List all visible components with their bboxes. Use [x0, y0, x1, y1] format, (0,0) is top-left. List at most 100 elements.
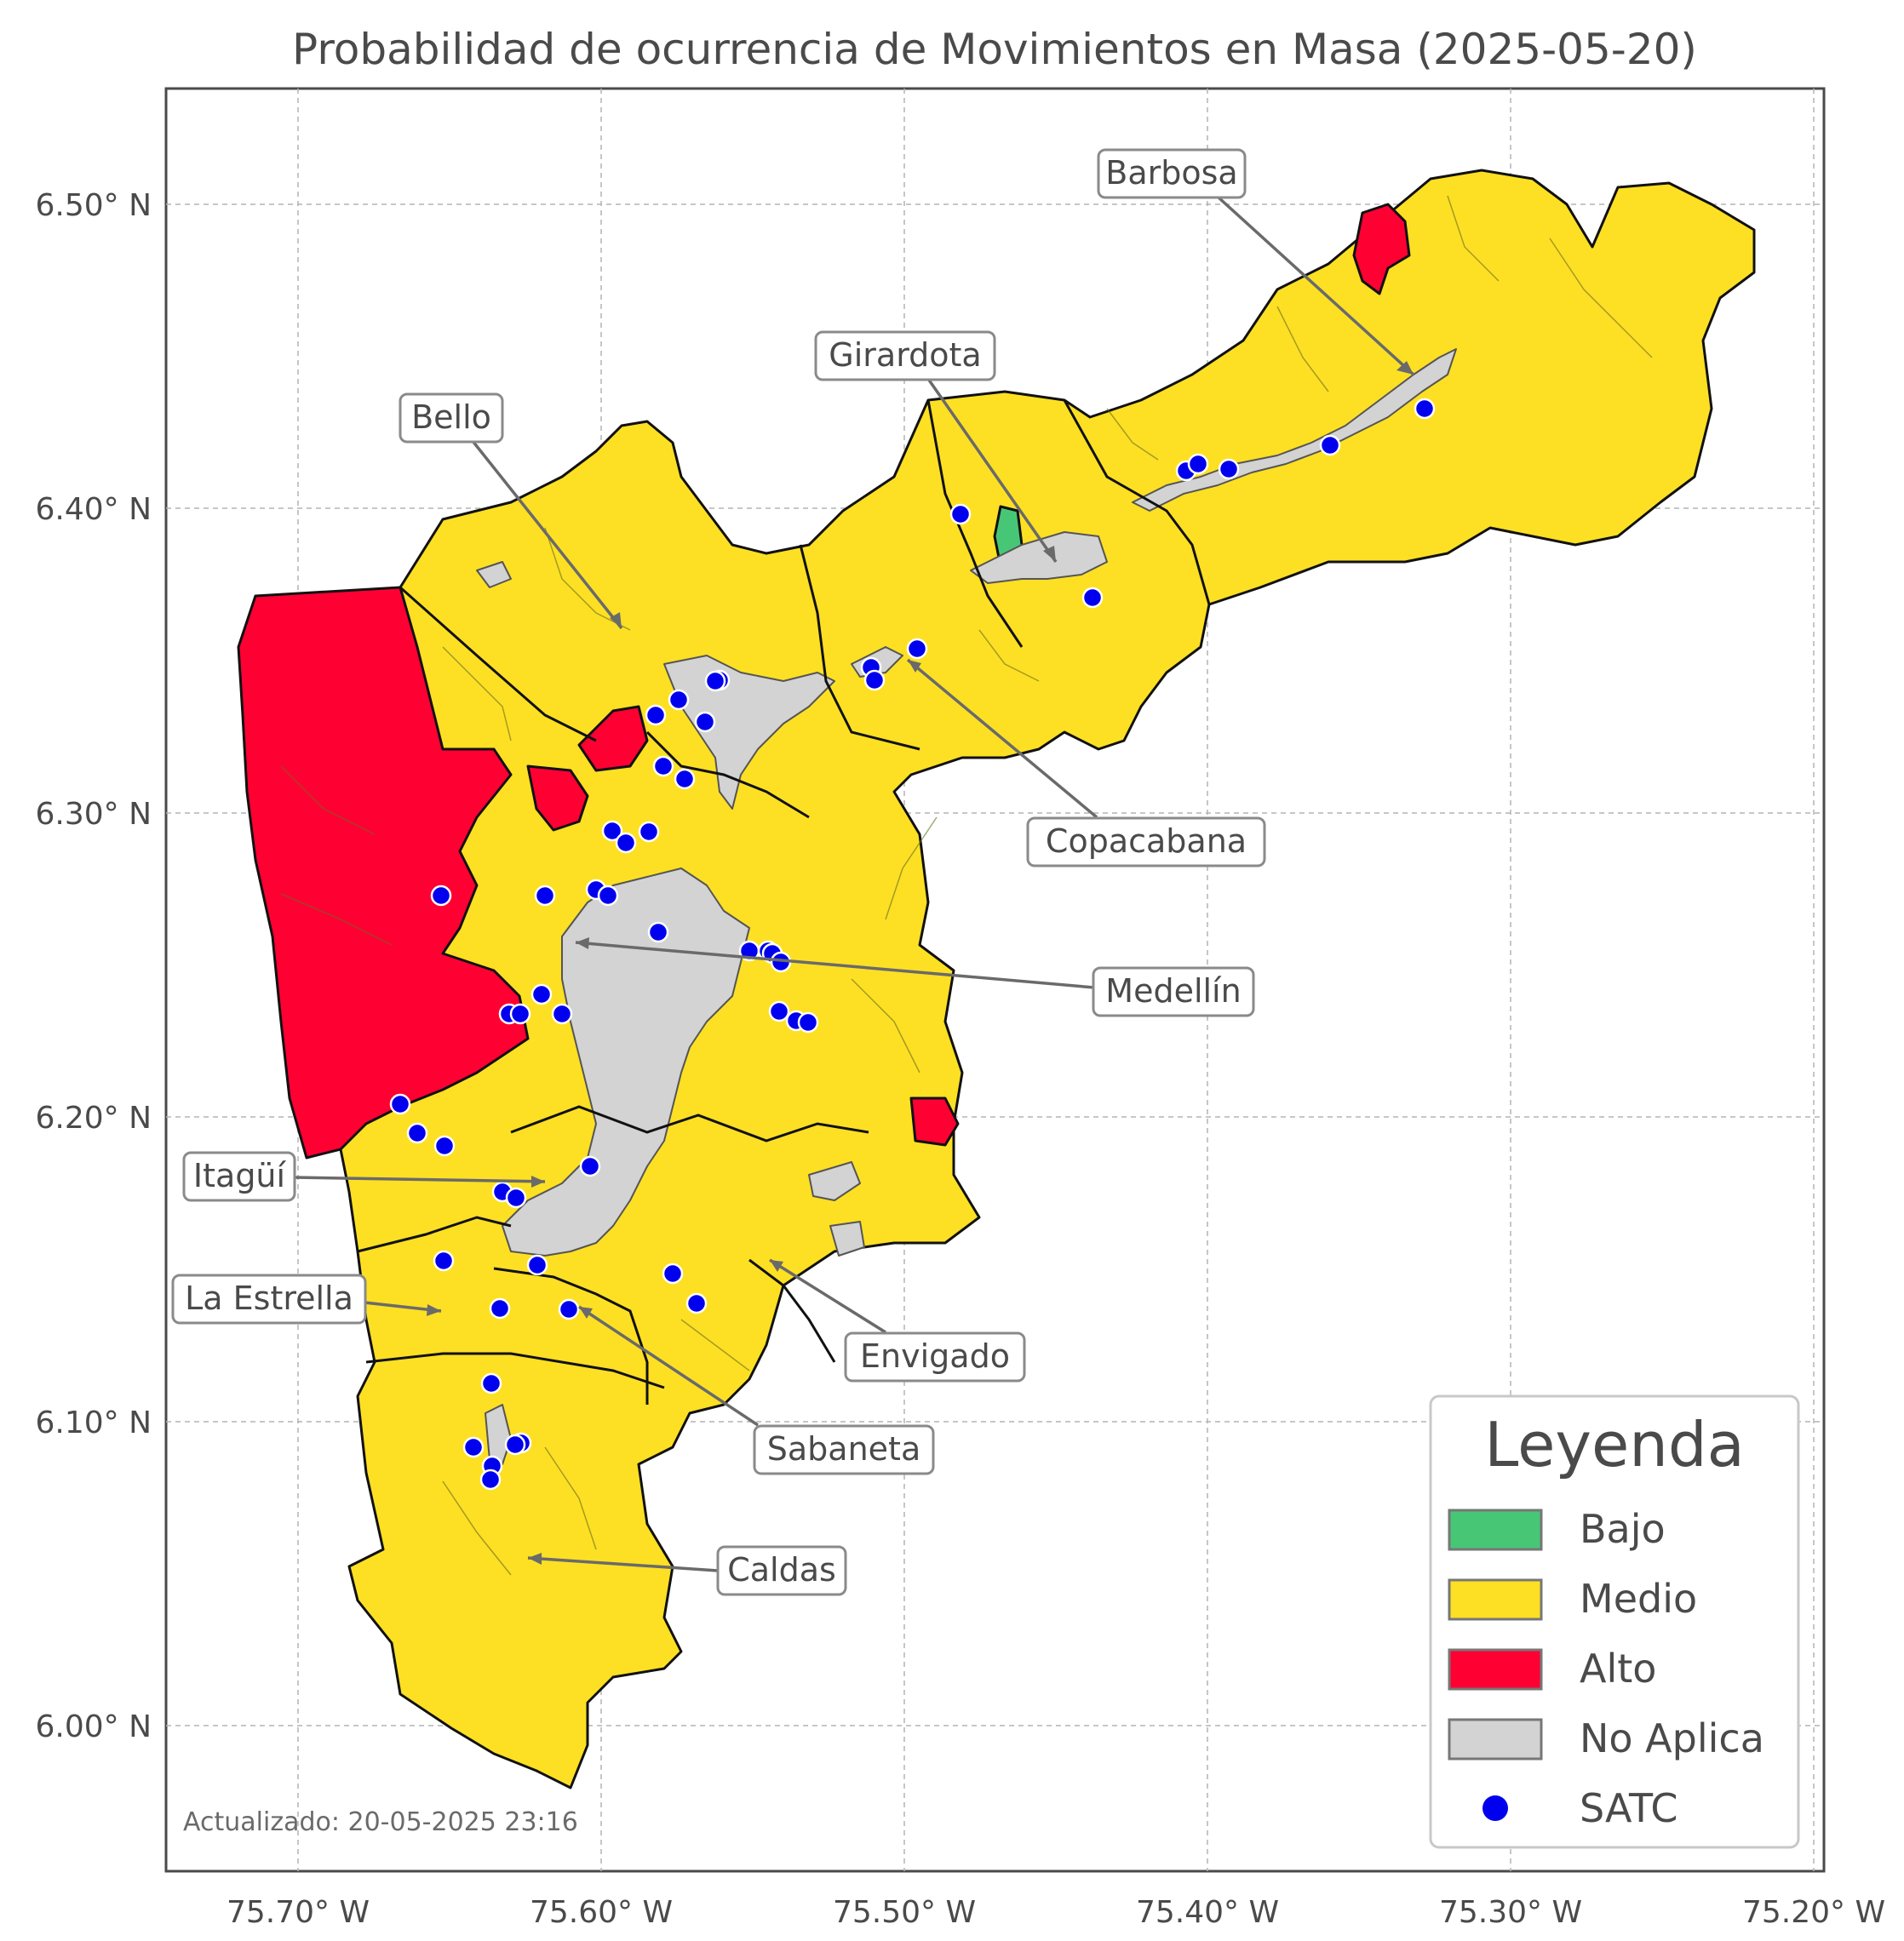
legend-label-medio: Medio [1580, 1576, 1697, 1622]
callout-box-copacabana [1026, 816, 1266, 867]
satc-station-marker [863, 669, 886, 691]
region-no-aplica-bello-north [476, 561, 512, 588]
satc-station-marker [504, 1434, 526, 1456]
satc-station-marker [505, 1187, 527, 1209]
callout-label-sabaneta: Sabaneta [767, 1430, 920, 1468]
x-tick-labels: 75.70° W 75.60° W 75.50° W 75.40° W 75.3… [227, 1895, 1885, 1930]
x-tick-label: 75.70° W [227, 1895, 370, 1930]
municipal-boundaries [357, 399, 1211, 1405]
satc-station-marker [389, 1093, 411, 1115]
region-alto-west [237, 586, 530, 1159]
y-tick-label: 6.50° N [35, 188, 152, 223]
legend-label-satc: SATC [1580, 1785, 1677, 1831]
callout-label-medellin: Medellín [1105, 972, 1241, 1010]
y-tick-label: 6.40° N [35, 492, 152, 527]
callout-box-barbosa [1097, 148, 1247, 199]
callout-arrow-barbosa [1207, 187, 1415, 376]
callout-arrow-envigado [769, 1258, 886, 1334]
satc-station-marker [462, 1436, 485, 1458]
satc-station-marker [662, 1263, 684, 1285]
satc-station-marker [558, 1298, 580, 1320]
satc-station-marker [645, 704, 667, 726]
callout-box-itagui [182, 1151, 296, 1202]
callout-arrow-girardota [926, 377, 1058, 564]
satc-station-marker [534, 885, 556, 907]
satc-station-marker [647, 921, 669, 943]
satc-station-marker [597, 885, 619, 907]
callout-label-envigado: Envigado [860, 1337, 1010, 1375]
region-no-aplica-barbosa [1132, 348, 1457, 512]
legend-swatch-alto [1448, 1648, 1543, 1691]
callout-arrow-copacabana [906, 658, 1098, 819]
legend-marker-satc [1482, 1795, 1508, 1821]
legend-swatch-medio [1448, 1578, 1543, 1621]
callout-box-caldas [716, 1545, 847, 1596]
subdivision-lines [280, 195, 1653, 1576]
legend-swatch-no-aplica [1448, 1718, 1543, 1761]
callout-label-copacabana: Copacabana [1046, 822, 1247, 860]
satc-station-marker [601, 820, 623, 842]
satc-station-marker [674, 768, 696, 790]
callout-box-envigado [844, 1331, 1026, 1383]
satc-station-marker [1187, 453, 1209, 475]
satc-station-marker [406, 1122, 428, 1144]
callout-box-sabaneta [753, 1424, 935, 1475]
legend-title: Leyenda [1484, 1409, 1745, 1480]
satc-station-marker [530, 983, 553, 1005]
legend-label-bajo: Bajo [1580, 1506, 1666, 1552]
legend-label-no-aplica: No Aplica [1580, 1715, 1764, 1761]
callout-label-la-estrella: La Estrella [185, 1280, 353, 1317]
satc-station-marker [615, 832, 637, 854]
satc-points [389, 398, 1436, 1491]
satc-station-marker [526, 1254, 548, 1276]
callout-arrow-bello [471, 439, 623, 630]
region-alto-envigado [909, 1096, 960, 1147]
satc-station-marker [1081, 587, 1104, 609]
satc-station-marker [949, 503, 972, 525]
callout-arrow-caldas [527, 1556, 719, 1572]
y-tick-label: 6.30° N [35, 797, 152, 832]
satc-station-marker [768, 1000, 790, 1022]
callout-label-itagui: Itagüí [193, 1157, 287, 1194]
satc-station-marker [668, 689, 690, 711]
region-no-aplica-envigado [808, 1161, 861, 1201]
satc-station-marker [797, 1011, 819, 1033]
legend-label-alto: Alto [1580, 1646, 1656, 1692]
satc-station-marker [704, 670, 726, 692]
legend-swatch-bajo [1448, 1509, 1543, 1551]
y-tick-label: 6.00° N [35, 1709, 152, 1744]
satc-station-marker [1218, 458, 1240, 480]
callout-box-girardota [814, 330, 996, 381]
callout-arrow-sabaneta [578, 1305, 759, 1427]
callout-box-la-estrella [171, 1274, 367, 1325]
callout-arrowheads [427, 361, 1414, 1565]
satc-station-marker [551, 1003, 573, 1025]
y-tick-labels: 6.50° N 6.40° N 6.30° N 6.20° N 6.10° N … [35, 188, 152, 1744]
x-tick-label: 75.30° W [1439, 1895, 1582, 1930]
satc-station-marker [1414, 398, 1436, 420]
satc-station-marker [433, 1135, 456, 1157]
satc-station-marker [430, 885, 452, 907]
y-tick-label: 6.10° N [35, 1406, 152, 1440]
callout-label-barbosa: Barbosa [1105, 154, 1237, 192]
region-no-aplica-envigado-2 [829, 1221, 865, 1257]
satc-station-marker [579, 1155, 601, 1177]
x-tick-label: 75.40° W [1136, 1895, 1279, 1930]
map-title: Probabilidad de ocurrencia de Movimiento… [292, 25, 1697, 74]
satc-station-marker [509, 1003, 531, 1025]
satc-station-marker [479, 1469, 502, 1491]
satc-station-marker [1319, 434, 1341, 456]
updated-note: Actualizado: 20-05-2025 23:16 [183, 1807, 578, 1837]
region-alto-bello-north [577, 705, 649, 772]
callout-arrow-medellin [575, 941, 1095, 989]
x-tick-label: 75.50° W [833, 1895, 976, 1930]
region-no-aplica-bello [663, 655, 835, 810]
callout-label-caldas: Caldas [727, 1551, 836, 1589]
region-alto-bello [526, 764, 589, 832]
region-no-aplica-medellin [502, 867, 750, 1257]
callout-label-bello: Bello [411, 398, 491, 436]
callout-box-medellin [1092, 966, 1255, 1017]
callout-label-girardota: Girardota [829, 336, 981, 374]
region-alto-barbosa [1352, 203, 1411, 295]
x-tick-label: 75.60° W [530, 1895, 673, 1930]
